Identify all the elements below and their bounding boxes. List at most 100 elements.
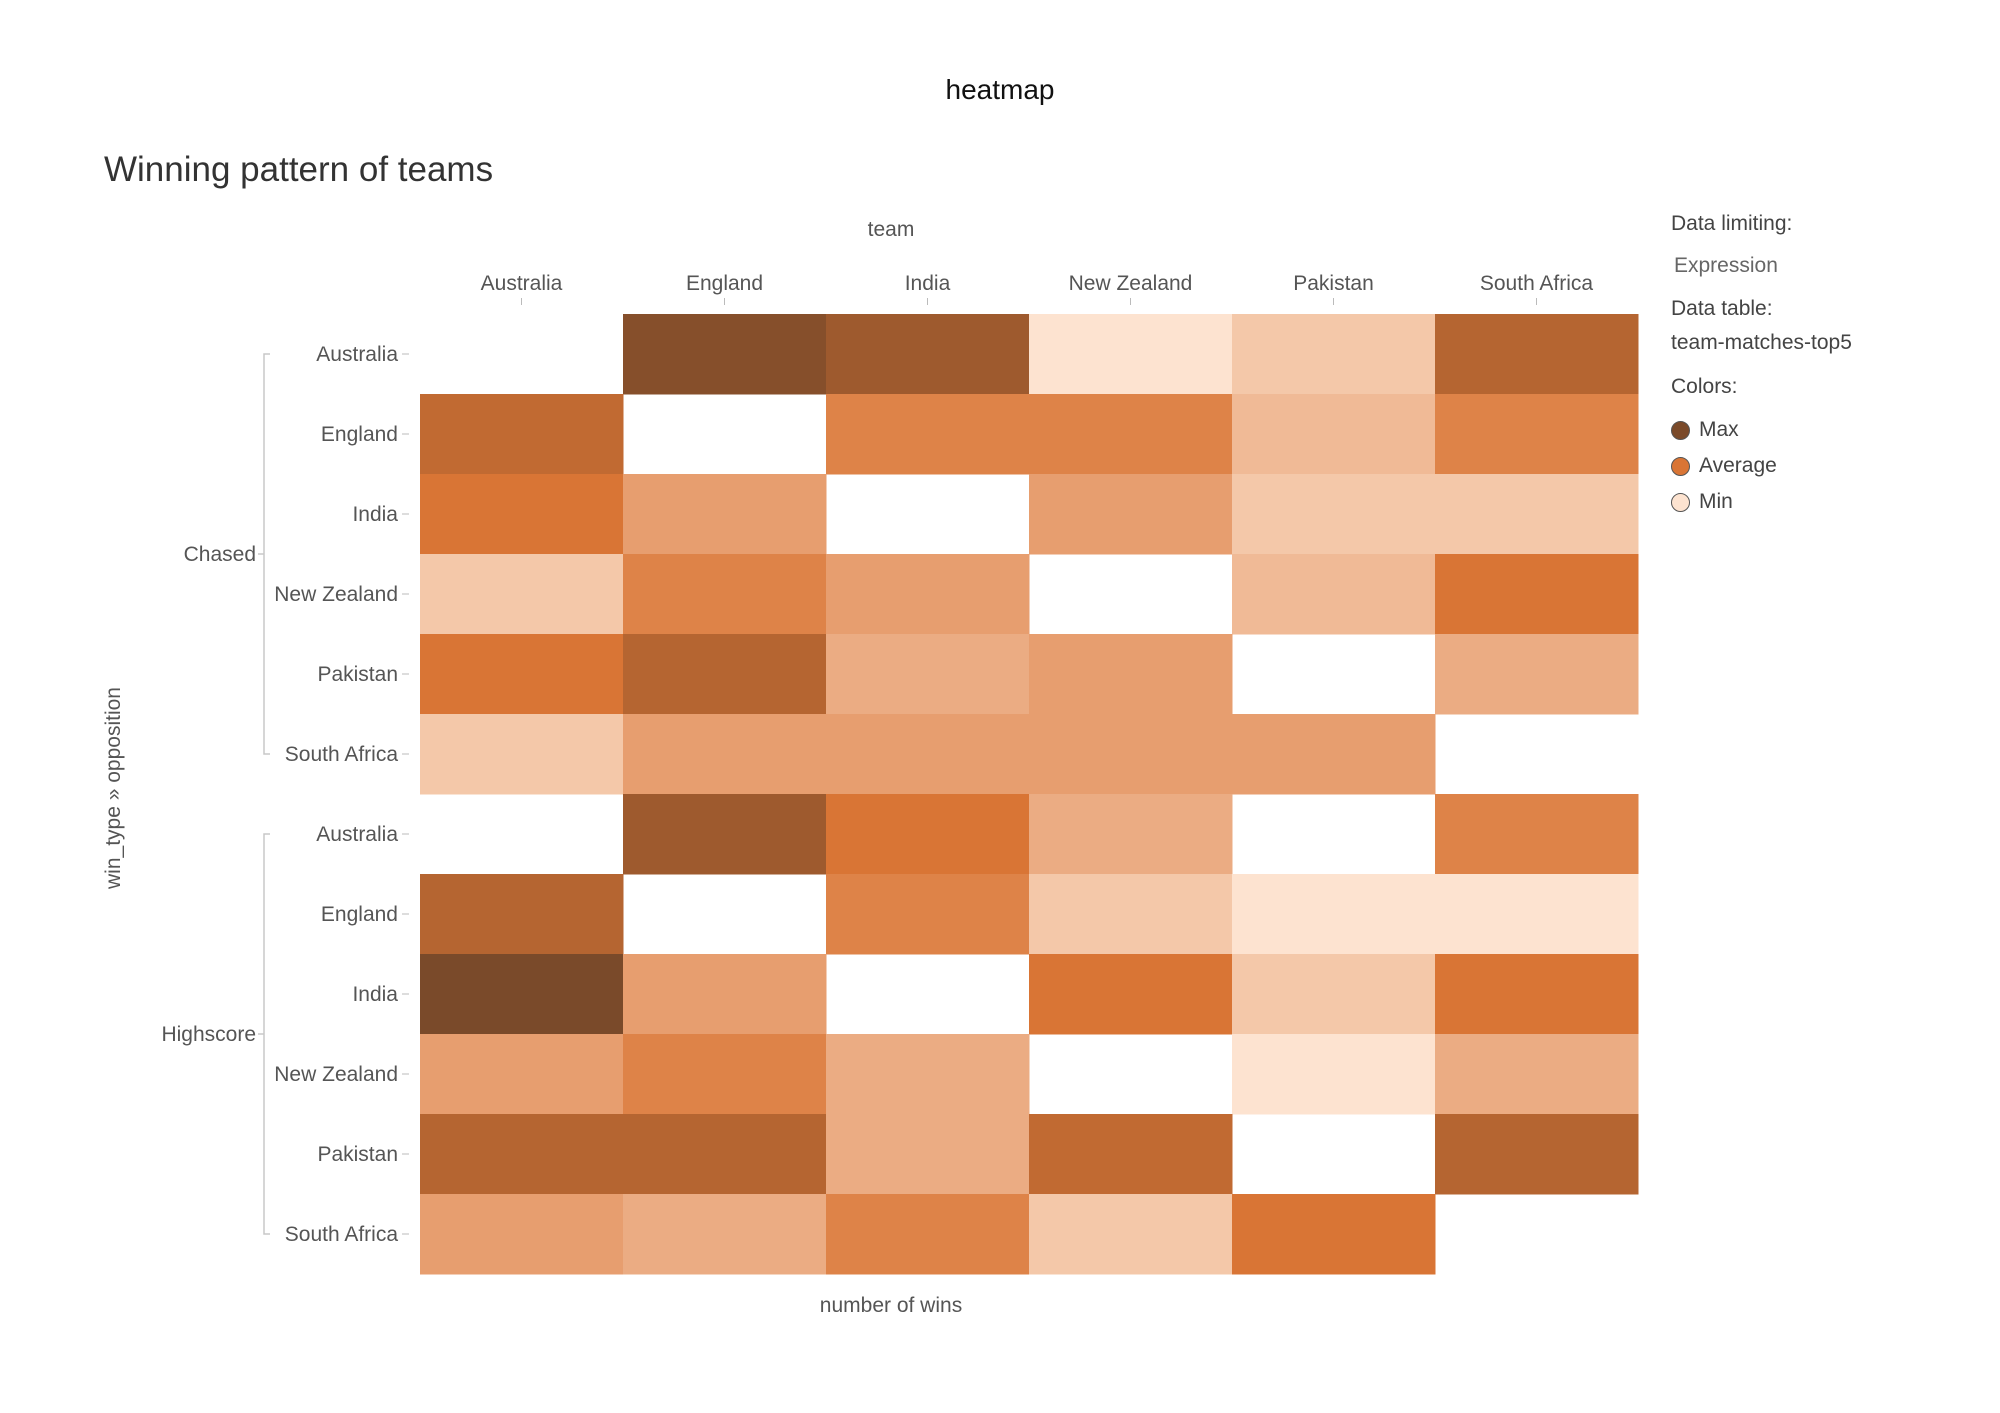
heatmap-cell [420,874,624,955]
x-tick-label: India [905,272,951,295]
heatmap-cell [1435,394,1639,475]
heatmap-cell [1232,474,1436,555]
heatmap-cell [1435,794,1639,875]
heatmap-cell [1232,874,1436,955]
heatmap-cell [1029,714,1233,795]
heatmap-cell [623,474,827,555]
heatmap-cell [826,1114,1030,1195]
heatmap-cell [420,954,624,1035]
heatmap-cell [623,1114,827,1195]
y-tick-label: India [352,983,398,1006]
heatmap-cell [826,1034,1030,1115]
heatmap-cell [1435,314,1639,395]
legend-item-min: Min [1671,490,1733,514]
y-tick-label: New Zealand [274,1063,398,1086]
legend-item-max: Max [1671,418,1739,442]
heatmap-cell [623,1194,827,1275]
heatmap-cell [1029,394,1233,475]
heatmap-cell [420,1034,624,1115]
chart-title: Winning pattern of teams [104,150,494,189]
heatmap-cell [1029,474,1233,555]
y-tick-label: Australia [316,343,398,366]
heatmap-cell [623,1034,827,1115]
heatmap-cell [1232,1194,1436,1275]
heatmap-cell [1232,554,1436,635]
legend-data-limiting-value: Expression [1674,254,1778,277]
heatmap-cells [420,314,1639,1275]
y-tick-label: Pakistan [317,663,398,686]
heatmap-cell [1232,394,1436,475]
legend-label-max: Max [1699,418,1739,441]
heatmap-cell [1029,1194,1233,1275]
heatmap-cell [1435,634,1639,715]
heatmap-cell [1232,1034,1436,1115]
legend-swatch-min [1671,492,1690,512]
heatmap-cell [1029,874,1233,955]
heatmap-cell [826,634,1030,715]
heatmap-cell [1435,1034,1639,1115]
y-axis-title: win_type » opposition [102,687,125,890]
legend-label-min: Min [1699,490,1733,513]
heatmap-cell [1232,954,1436,1035]
heatmap-cell [1435,554,1639,635]
heatmap-cell [1029,1114,1233,1195]
heatmap-cell [420,394,624,475]
heatmap-cell [826,554,1030,635]
legend-data-table-label: Data table: [1671,297,1773,320]
heatmap-cell [826,794,1030,875]
group-label-chased: Chased [184,543,256,566]
y-tick-label: India [352,503,398,526]
heatmap-cell [1435,874,1639,955]
heatmap-cell [623,554,827,635]
heatmap-cell [826,394,1030,475]
heatmap-cell [826,1194,1030,1275]
y-tick-label: New Zealand [274,583,398,606]
heatmap-cell [1029,954,1233,1035]
heatmap-cell [623,714,827,795]
legend-colors-label: Colors: [1671,375,1738,398]
y-axis-groups: Chased Highscore [161,353,270,1235]
x-tick-label: Pakistan [1293,272,1374,295]
group-bracket-chased [263,353,270,755]
y-tick-label: Pakistan [317,1143,398,1166]
heatmap-cell [420,1194,624,1275]
heatmap-cell [1029,634,1233,715]
x-tick-label: Australia [481,272,563,295]
heatmap-cell [420,1114,624,1195]
y-tick-label: South Africa [285,1223,399,1246]
y-axis: Australia England India New Zealand Pakistan… [274,343,409,1246]
page-heading: heatmap [945,74,1055,105]
y-tick-label: Australia [316,823,398,846]
legend-data-table-value: team-matches-top5 [1671,331,1852,354]
heatmap-cell [826,314,1030,395]
heatmap-cell [826,714,1030,795]
heatmap-cell [1435,1114,1639,1195]
heatmap-cell [420,554,624,635]
x-axis-title: team [868,218,915,241]
heatmap-cell [420,474,624,555]
y-tick-label: England [321,423,398,446]
heatmap-cell [1029,794,1233,875]
value-axis-label: number of wins [820,1294,962,1317]
legend-item-average: Average [1671,454,1777,478]
y-tick-label: England [321,903,398,926]
y-tick-label: South Africa [285,743,399,766]
heatmap-cell [623,314,827,395]
x-tick-label: South Africa [1480,272,1594,295]
heatmap-cell [420,714,624,795]
legend-label-average: Average [1699,454,1777,477]
heatmap-cell [1435,474,1639,555]
x-tick-label: England [686,272,763,295]
heatmap-cell [1232,714,1436,795]
group-label-highscore: Highscore [161,1023,256,1046]
x-axis: Australia England India New Zealand Pakistan… [481,272,1594,305]
legend-swatch-average [1671,456,1690,476]
legend-swatch-max [1671,420,1690,440]
heatmap-cell [623,634,827,715]
legend-data-limiting-label: Data limiting: [1671,212,1793,235]
group-bracket-highscore [263,833,270,1235]
x-tick-label: New Zealand [1069,272,1193,295]
heatmap-cell [1435,954,1639,1035]
heatmap-cell [1232,314,1436,395]
